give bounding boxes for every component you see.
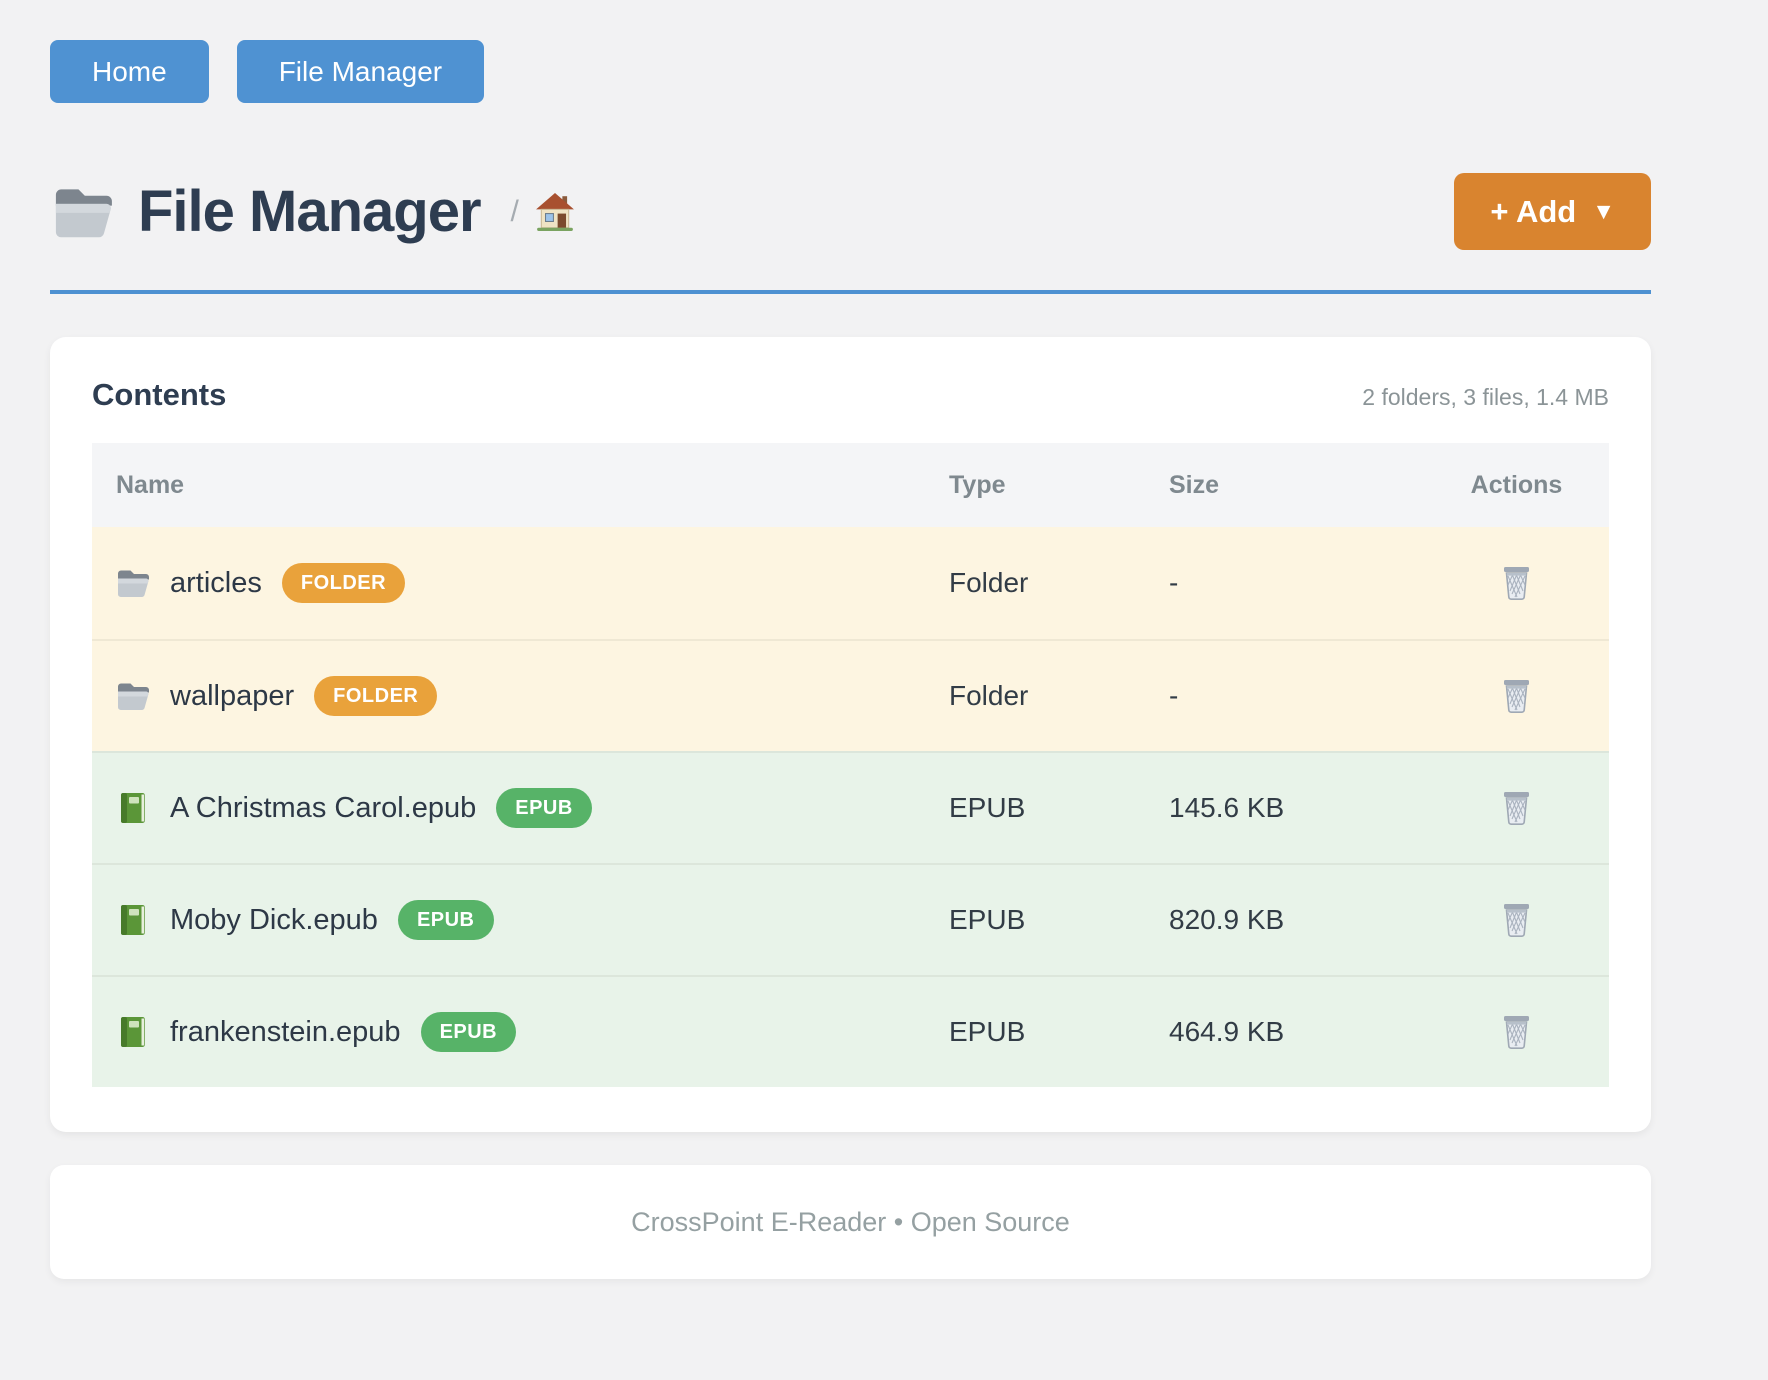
actions-cell	[1424, 897, 1609, 944]
nav-home-button[interactable]: Home	[50, 40, 209, 103]
file-name[interactable]: Moby Dick.epub	[170, 904, 378, 937]
trash-icon	[1501, 679, 1532, 714]
file-size: 464.9 KB	[1169, 1016, 1424, 1048]
trash-icon	[1501, 903, 1532, 938]
file-name[interactable]: wallpaper	[170, 680, 294, 713]
breadcrumb-separator: /	[511, 195, 519, 229]
file-name[interactable]: frankenstein.epub	[170, 1016, 401, 1049]
trash-icon	[1501, 791, 1532, 826]
footer: CrossPoint E-Reader • Open Source	[50, 1165, 1651, 1279]
folder-badge: FOLDER	[314, 676, 437, 716]
file-size: -	[1169, 680, 1424, 712]
file-size: -	[1169, 567, 1424, 599]
file-name[interactable]: articles	[170, 567, 262, 600]
actions-cell	[1424, 560, 1609, 607]
green-book-icon	[116, 1016, 150, 1048]
file-name-cell[interactable]: A Christmas Carol.epub EPUB	[92, 788, 949, 828]
contents-summary: 2 folders, 3 files, 1.4 MB	[1362, 384, 1609, 411]
footer-text: CrossPoint E-Reader • Open Source	[631, 1207, 1070, 1238]
page-container: Home File Manager File Manager / + Add ▼…	[50, 0, 1651, 1279]
contents-heading: Contents	[92, 377, 226, 413]
table-row: A Christmas Carol.epub EPUB EPUB 145.6 K…	[92, 751, 1609, 863]
file-name-cell[interactable]: frankenstein.epub EPUB	[92, 1012, 949, 1052]
actions-cell	[1424, 673, 1609, 720]
house-icon[interactable]	[535, 192, 575, 232]
column-header-actions: Actions	[1424, 471, 1609, 500]
page-title: File Manager	[138, 178, 481, 245]
title-group: File Manager	[50, 178, 481, 245]
green-book-icon	[116, 792, 150, 824]
delete-button[interactable]	[1495, 897, 1538, 944]
actions-cell	[1424, 785, 1609, 832]
chevron-down-icon: ▼	[1592, 200, 1615, 223]
file-size: 820.9 KB	[1169, 904, 1424, 936]
delete-button[interactable]	[1495, 673, 1538, 720]
add-button-label: + Add	[1490, 196, 1576, 227]
file-type: EPUB	[949, 904, 1169, 936]
green-book-icon	[116, 904, 150, 936]
folder-badge: FOLDER	[282, 563, 405, 603]
column-header-name: Name	[92, 471, 949, 500]
top-nav: Home File Manager	[50, 0, 1651, 103]
file-type: EPUB	[949, 1016, 1169, 1048]
table-row: frankenstein.epub EPUB EPUB 464.9 KB	[92, 975, 1609, 1087]
folder-icon	[116, 567, 150, 599]
file-type: Folder	[949, 567, 1169, 599]
file-name[interactable]: A Christmas Carol.epub	[170, 792, 476, 825]
actions-cell	[1424, 1009, 1609, 1056]
table-row: wallpaper FOLDER Folder -	[92, 639, 1609, 751]
file-size: 145.6 KB	[1169, 792, 1424, 824]
epub-badge: EPUB	[496, 788, 592, 828]
file-name-cell[interactable]: articles FOLDER	[92, 563, 949, 603]
file-type: Folder	[949, 680, 1169, 712]
contents-card-head: Contents 2 folders, 3 files, 1.4 MB	[92, 377, 1609, 413]
page-header: File Manager / + Add ▼	[50, 173, 1651, 250]
delete-button[interactable]	[1495, 560, 1538, 607]
file-table: Name Type Size Actions articles FOLDER F…	[92, 443, 1609, 1087]
file-name-cell[interactable]: Moby Dick.epub EPUB	[92, 900, 949, 940]
column-header-type: Type	[949, 471, 1169, 500]
epub-badge: EPUB	[398, 900, 494, 940]
add-button[interactable]: + Add ▼	[1454, 173, 1651, 250]
breadcrumb: /	[511, 192, 575, 232]
delete-button[interactable]	[1495, 785, 1538, 832]
column-header-size: Size	[1169, 471, 1424, 500]
folder-icon	[50, 184, 116, 240]
folder-icon	[116, 680, 150, 712]
table-row: articles FOLDER Folder -	[92, 527, 1609, 639]
epub-badge: EPUB	[421, 1012, 517, 1052]
file-type: EPUB	[949, 792, 1169, 824]
nav-file-manager-button[interactable]: File Manager	[237, 40, 484, 103]
contents-card: Contents 2 folders, 3 files, 1.4 MB Name…	[50, 337, 1651, 1132]
delete-button[interactable]	[1495, 1009, 1538, 1056]
header-divider	[50, 290, 1651, 294]
file-name-cell[interactable]: wallpaper FOLDER	[92, 676, 949, 716]
table-row: Moby Dick.epub EPUB EPUB 820.9 KB	[92, 863, 1609, 975]
trash-icon	[1501, 1015, 1532, 1050]
trash-icon	[1501, 566, 1532, 601]
table-header-row: Name Type Size Actions	[92, 443, 1609, 527]
